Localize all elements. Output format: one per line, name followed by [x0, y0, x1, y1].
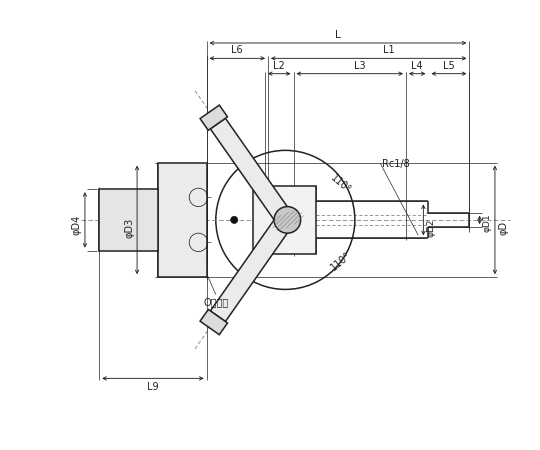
Text: Rc1/8: Rc1/8	[382, 159, 410, 169]
Text: L4: L4	[411, 61, 423, 71]
Text: L5: L5	[443, 61, 455, 71]
Text: L2: L2	[273, 61, 285, 71]
Text: φD3: φD3	[124, 218, 134, 238]
Text: φD: φD	[498, 221, 508, 235]
Text: φD2: φD2	[427, 219, 435, 237]
Text: L6: L6	[232, 45, 243, 55]
Bar	[99, 189, 158, 251]
Text: φD1: φD1	[483, 214, 491, 232]
Polygon shape	[211, 215, 293, 321]
Text: L9: L9	[147, 382, 159, 392]
Text: 110°: 110°	[328, 249, 353, 272]
Text: EZ: EZ	[296, 213, 315, 227]
Circle shape	[274, 207, 301, 233]
Text: L3: L3	[354, 61, 366, 71]
Text: L1: L1	[383, 45, 395, 55]
Bar	[158, 162, 207, 277]
Text: 110°: 110°	[328, 173, 353, 195]
Circle shape	[231, 216, 238, 224]
Text: L: L	[335, 30, 341, 40]
Text: Oリング: Oリング	[203, 297, 228, 307]
Polygon shape	[211, 118, 293, 225]
Polygon shape	[200, 105, 227, 130]
Bar	[253, 186, 316, 254]
Text: φD4: φD4	[72, 215, 82, 235]
Polygon shape	[200, 310, 227, 335]
